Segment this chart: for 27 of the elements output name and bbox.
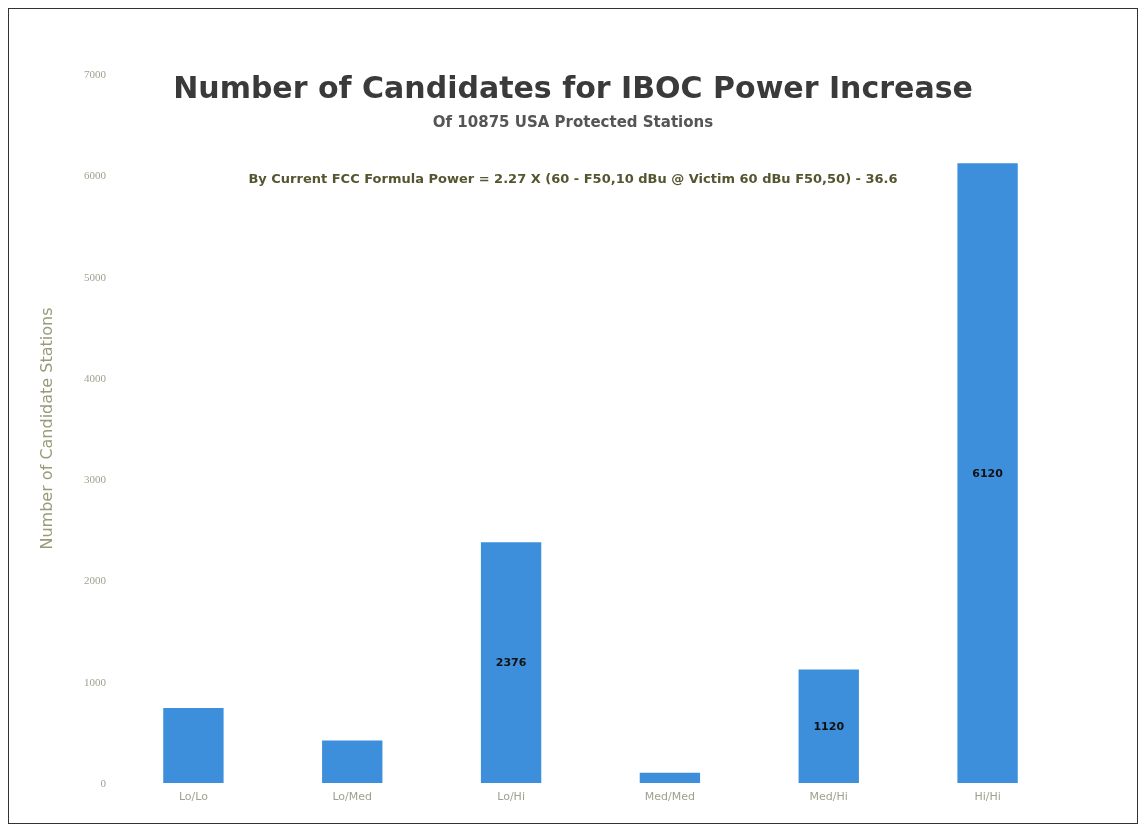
bar: [798, 669, 859, 783]
bar: [480, 542, 542, 783]
text: Of 10875 USA Protected Stations: [432, 112, 714, 131]
chart-title: Number of Candidates for IBOC Power Increase: [173, 69, 973, 105]
x-tick-label: Lo/Lo: [178, 790, 209, 803]
data-label: 2376: [495, 656, 527, 670]
x-tick-label: Hi/Hi: [974, 790, 1001, 803]
y-tick-label: 1000: [84, 675, 107, 688]
bar: [957, 163, 1018, 783]
bar: [322, 740, 383, 783]
x-tick-label: Med/Med: [644, 790, 696, 803]
x-tick-label: Lo/Med: [332, 790, 373, 803]
y-tick-label: 2000: [84, 574, 107, 587]
x-tick-label: Lo/Hi: [497, 790, 525, 803]
bar: [163, 708, 224, 783]
data-label: 1120: [813, 719, 845, 733]
x-tick-label: Med/Hi: [809, 790, 848, 803]
y-tick-label: 7000: [84, 68, 107, 80]
annotation: By Current FCC Formula Power = 2.27 X (60 - F50,10 dBu @ Victim 60 dBu F50,50) - 36.6: [248, 171, 898, 186]
y-tick-label: 3000: [84, 473, 107, 486]
bar: [639, 772, 701, 783]
y-tick-label: 4000: [84, 371, 107, 384]
data-label: 6120: [972, 466, 1004, 480]
y-axis-title: Number of Candidate Stations: [36, 307, 56, 550]
y-tick-label: 6000: [84, 169, 107, 182]
y-tick-label: 0: [100, 777, 107, 789]
y-tick-label: 5000: [84, 270, 107, 283]
